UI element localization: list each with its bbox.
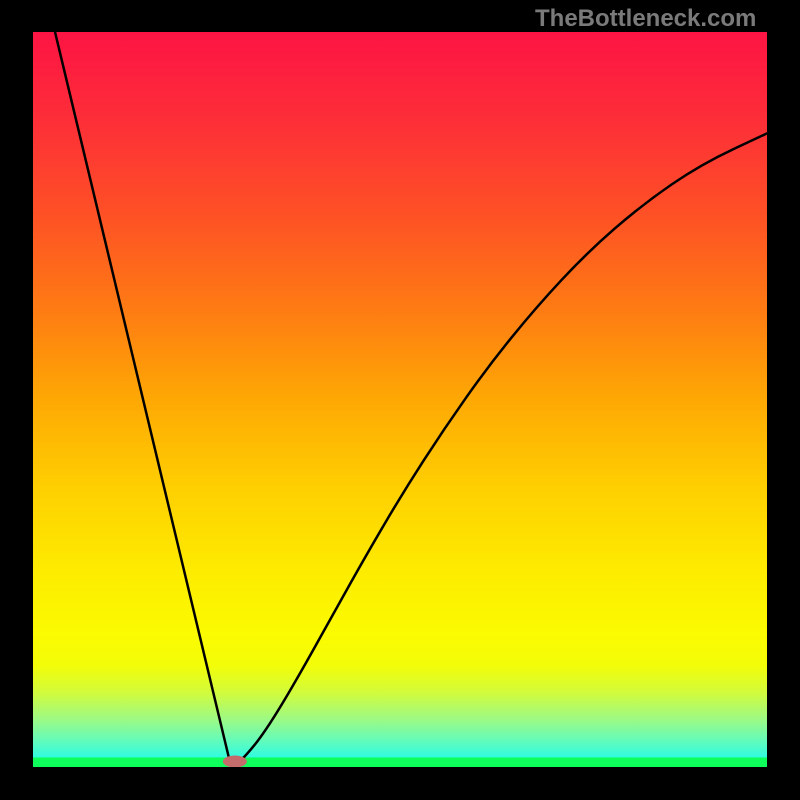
baseline-band <box>33 757 767 767</box>
chart-frame: TheBottleneck.com <box>0 0 800 800</box>
chart-svg <box>33 32 767 767</box>
optimum-marker <box>223 755 247 767</box>
watermark-text: TheBottleneck.com <box>535 5 756 33</box>
chart-plot-area <box>33 32 767 767</box>
